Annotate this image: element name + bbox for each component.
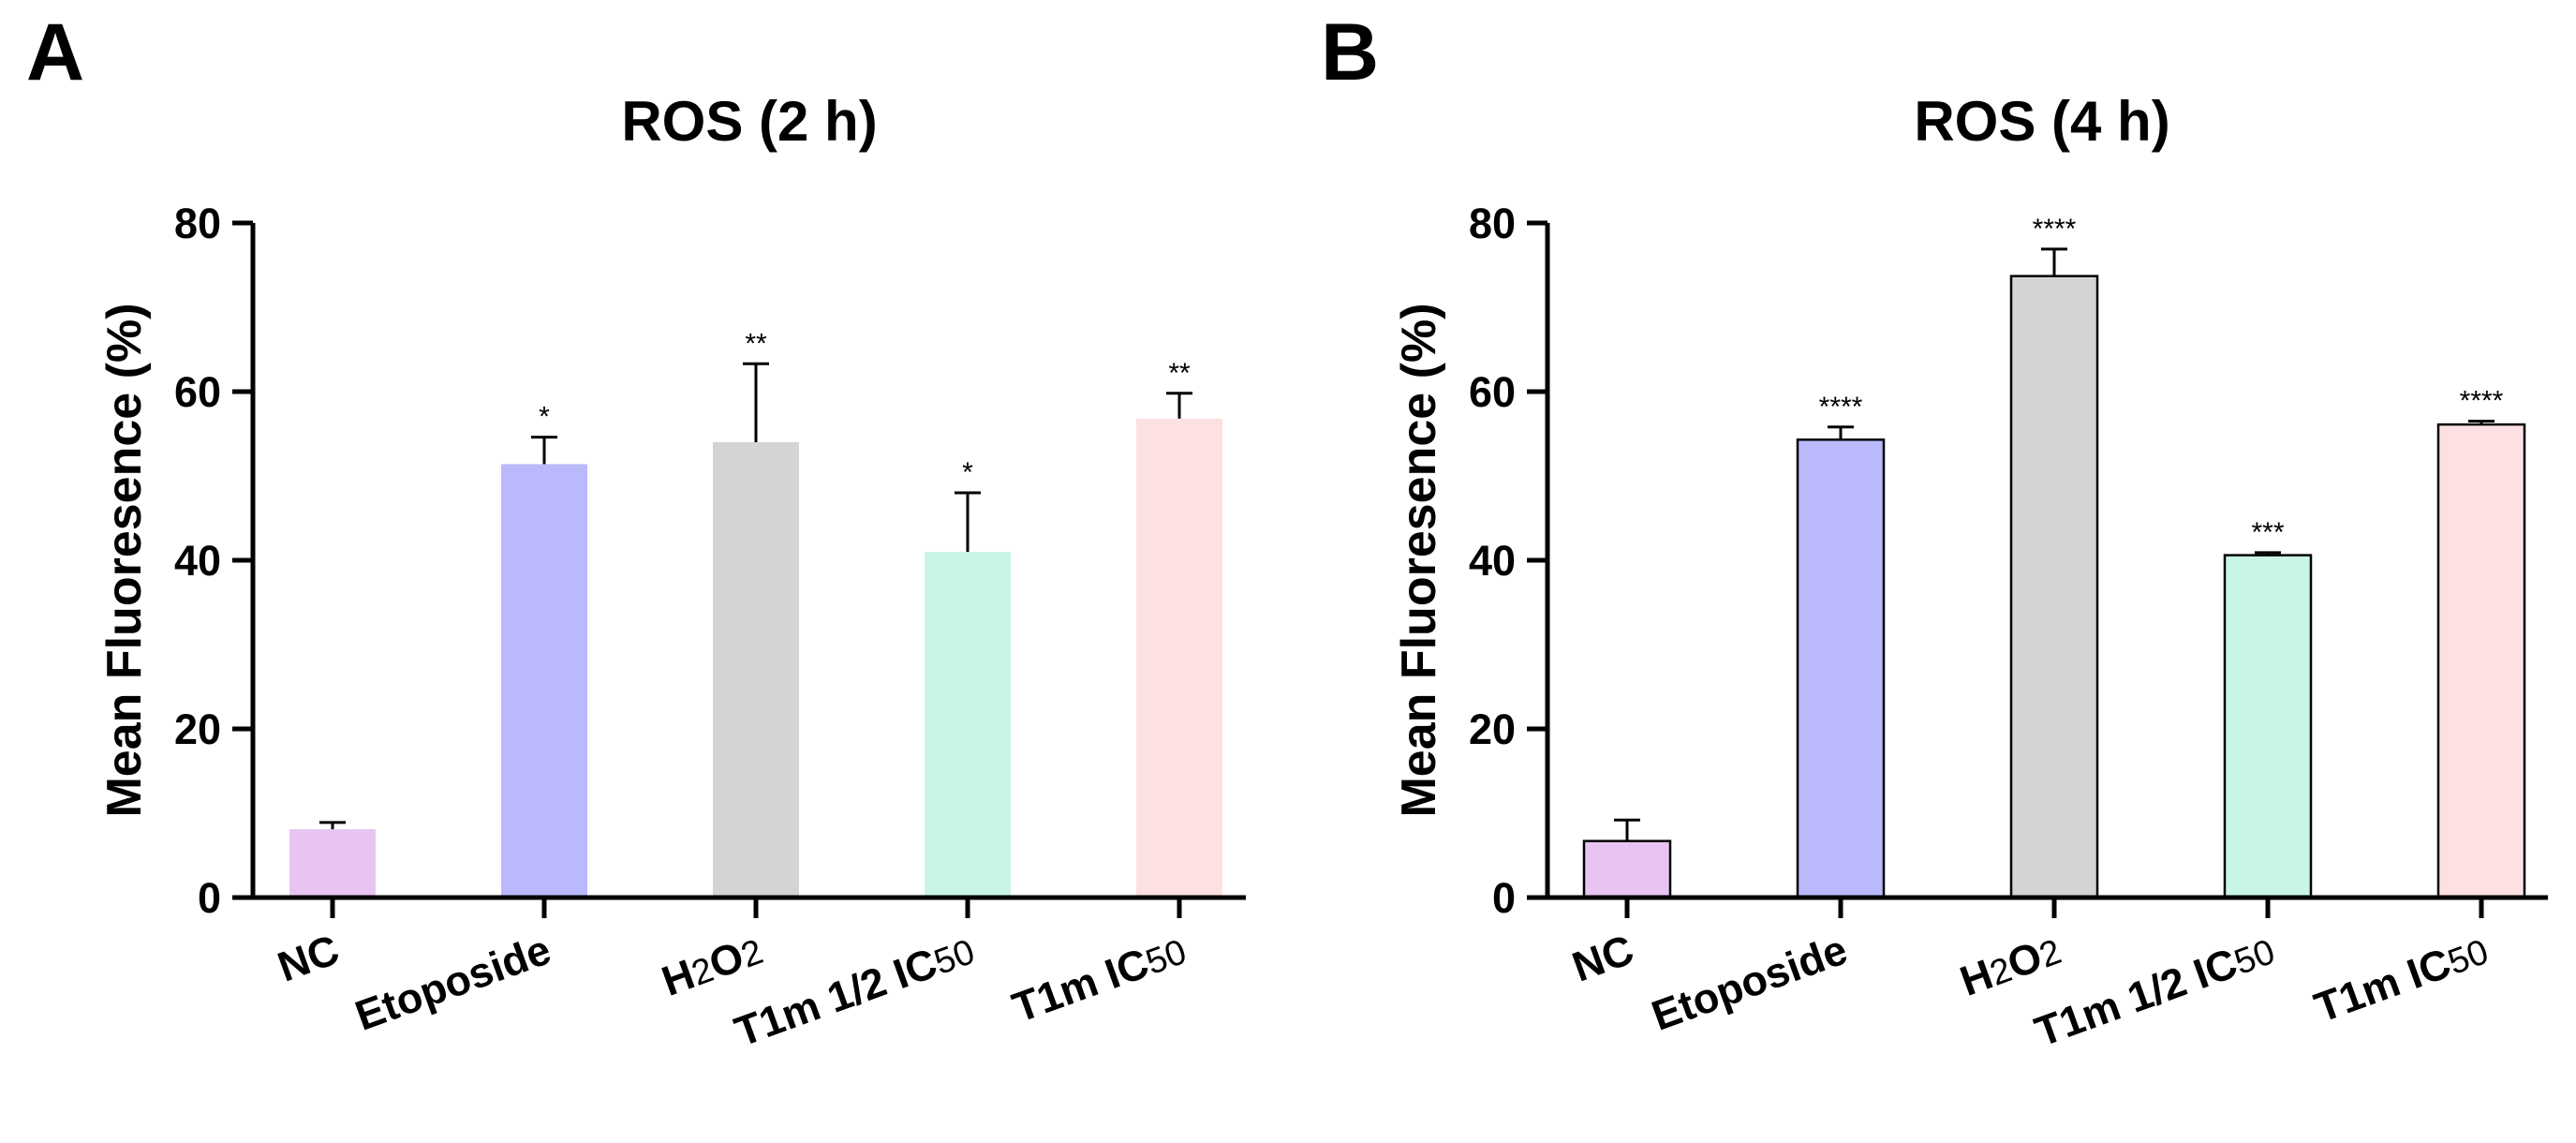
x-tick-label-label: NC — [272, 925, 346, 990]
y-axis-label: Mean Fluoresence (%) — [1392, 303, 1446, 817]
significance-label-3: * — [962, 457, 973, 488]
y-tick-label-4: 80 — [1469, 200, 1516, 247]
significance-label-4: ** — [1168, 358, 1191, 389]
x-tick-label-0: NC — [272, 925, 346, 990]
significance-label-2: **** — [2033, 214, 2077, 245]
bar-1 — [1796, 438, 1886, 899]
bar-3 — [2223, 554, 2313, 899]
bar-0 — [1582, 839, 1672, 899]
bar-2 — [2009, 275, 2099, 899]
chart-title: ROS (2 h) — [621, 90, 877, 153]
significance-label-4: **** — [2460, 386, 2504, 417]
y-tick-label-2: 40 — [1469, 537, 1516, 585]
x-tick-label-4: T1m IC50 — [1006, 925, 1192, 1032]
chart-title: ROS (4 h) — [1914, 90, 2169, 153]
x-tick-label-label: T1m IC — [2308, 939, 2456, 1032]
x-tick-label-1: Etoposide — [349, 925, 557, 1039]
x-tick-label-4: T1m IC50 — [2308, 925, 2494, 1032]
panel-letter: B — [1321, 7, 1379, 97]
y-tick-label-1: 20 — [174, 705, 221, 753]
x-tick-label-3: T1m 1/2 IC50 — [2029, 925, 2281, 1055]
bar-2 — [713, 442, 799, 898]
y-tick-label-4: 80 — [174, 200, 221, 247]
bar-3 — [925, 552, 1011, 898]
x-tick-label-label: NC — [1566, 925, 1640, 990]
bar-1 — [501, 464, 587, 898]
y-tick-label-3: 60 — [174, 368, 221, 416]
x-tick-label-2: H2O2 — [656, 925, 769, 1004]
y-tick-label-0: 0 — [198, 874, 221, 922]
y-tick-label-2: 40 — [174, 537, 221, 585]
significance-label-2: ** — [745, 328, 767, 359]
x-tick-label-0: NC — [1566, 925, 1640, 990]
x-tick-label-1: Etoposide — [1646, 925, 1854, 1039]
bar-4 — [2436, 423, 2526, 899]
bar-4 — [1136, 418, 1222, 898]
x-tick-label-label: Etoposide — [1646, 925, 1854, 1039]
significance-label-3: *** — [2251, 517, 2284, 548]
bar-0 — [289, 829, 376, 898]
x-tick-label-label: T1m IC — [1006, 939, 1154, 1032]
x-tick-label-3: T1m 1/2 IC50 — [729, 925, 981, 1055]
y-tick-label-1: 20 — [1469, 705, 1516, 753]
x-tick-label-2: H2O2 — [1954, 925, 2067, 1004]
y-tick-label-3: 60 — [1469, 368, 1516, 416]
significance-label-1: **** — [1819, 392, 1863, 423]
y-tick-label-0: 0 — [1492, 874, 1516, 922]
x-tick-label-label: Etoposide — [349, 925, 557, 1039]
panel-letter: A — [26, 7, 84, 97]
significance-label-1: * — [539, 402, 550, 433]
y-axis-label: Mean Fluoresence (%) — [97, 303, 152, 817]
